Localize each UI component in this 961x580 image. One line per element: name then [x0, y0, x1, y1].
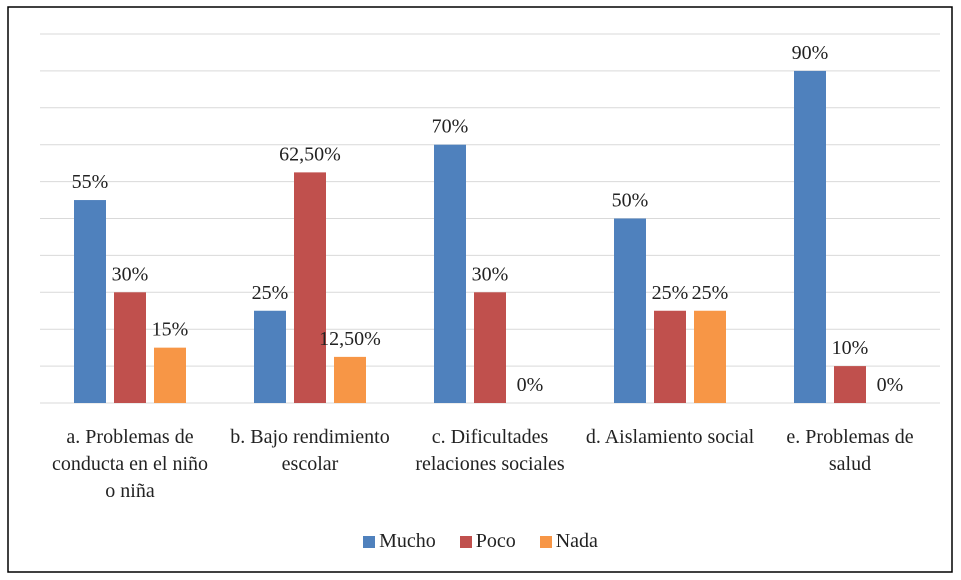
bar [254, 310, 286, 403]
x-tick-label: d. Aislamiento social [585, 426, 755, 448]
data-label: 62,50% [279, 143, 341, 165]
bar [434, 144, 466, 403]
data-label: 10% [832, 337, 869, 359]
bar [154, 347, 186, 403]
legend-swatch [539, 535, 552, 548]
bar [334, 356, 366, 403]
bar [794, 70, 826, 404]
bar [614, 218, 646, 403]
x-tick-label: e. Problemas de salud [786, 426, 914, 475]
data-label: 0% [877, 374, 904, 396]
bar [114, 292, 146, 403]
legend-label: Mucho [379, 530, 436, 552]
data-label: 30% [472, 263, 509, 285]
data-label: 70% [432, 116, 469, 138]
x-tick-label: a. Problemas de conducta en el niño o ni… [51, 426, 209, 502]
legend-label: Poco [475, 530, 516, 552]
data-label: 0% [517, 374, 544, 396]
data-label: 30% [112, 263, 149, 285]
chart-border [7, 6, 953, 573]
legend-item: Nada [539, 530, 598, 553]
data-label: 25% [652, 282, 689, 304]
data-label: 12,50% [319, 328, 381, 350]
x-tick-label: b. Bajo rendimiento escolar [230, 426, 390, 475]
legend-swatch [363, 535, 376, 548]
legend-swatch [459, 535, 472, 548]
data-label: 55% [72, 171, 109, 193]
bar [294, 172, 326, 403]
data-label: 50% [612, 190, 649, 212]
legend: Mucho Poco Nada [0, 530, 961, 553]
bar [474, 292, 506, 403]
bar [694, 310, 726, 403]
legend-label: Nada [555, 530, 598, 552]
x-tick-label: c. Dificultades relaciones sociales [415, 426, 565, 475]
data-label: 90% [792, 42, 829, 64]
data-label: 25% [252, 282, 289, 304]
legend-item: Poco [459, 530, 516, 553]
data-label: 25% [692, 282, 729, 304]
legend-item: Mucho [363, 530, 436, 553]
data-label: 15% [152, 319, 189, 341]
bar [654, 310, 686, 403]
bar [74, 200, 106, 403]
bar [834, 366, 866, 403]
